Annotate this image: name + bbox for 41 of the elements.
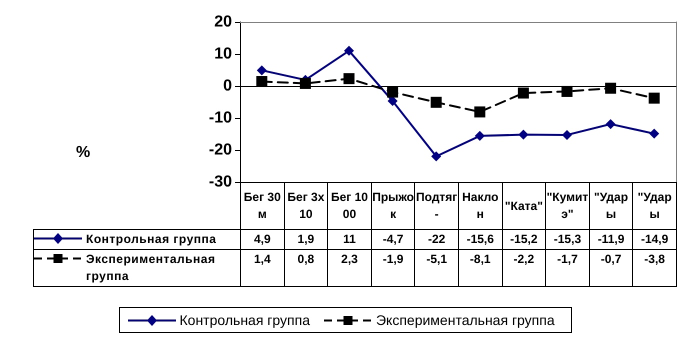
data-label: 4,9 <box>240 230 284 250</box>
data-label: 1,4 <box>240 250 284 286</box>
data-label: -14,9 <box>632 230 676 250</box>
x-tick-label: "Кумитэ" <box>546 182 590 230</box>
x-tick-label: Бег 1000 <box>328 182 372 230</box>
data-label: -0,7 <box>589 250 633 286</box>
x-tick-label: Бег 3х10 <box>284 182 328 230</box>
y-tick-label: -10 <box>208 110 232 126</box>
x-tick-label: Подтяг- <box>414 182 458 230</box>
data-label: 11 <box>328 230 372 250</box>
data-label: -15,2 <box>502 230 546 250</box>
data-label: -1,9 <box>371 250 415 286</box>
data-label: 0,8 <box>284 250 328 286</box>
text: Экспериментальная группа <box>376 312 555 328</box>
data-label: -11,9 <box>589 230 633 250</box>
x-tick-label: "Удары <box>589 182 633 230</box>
data-label: -15,3 <box>546 230 590 250</box>
x-tick-label: "Ката" <box>502 182 546 230</box>
data-label: -4,7 <box>371 230 415 250</box>
data-label: 1,9 <box>284 230 328 250</box>
y-tick-label: -30 <box>208 174 232 190</box>
text: Контрольная группа <box>180 312 310 328</box>
y-tick-label: 0 <box>223 78 232 94</box>
data-label: -2,2 <box>502 250 546 286</box>
y-tick-label: -20 <box>208 142 232 158</box>
data-label: -1,7 <box>546 250 590 286</box>
data-label: -5,1 <box>414 250 458 286</box>
x-tick-label: "Удары <box>632 182 676 230</box>
data-label: -15,6 <box>458 230 502 250</box>
y-tick-label: 20 <box>214 14 232 30</box>
data-label: -8,1 <box>458 250 502 286</box>
data-label: -22 <box>414 230 458 250</box>
legend-label: Контрольная группа <box>86 231 216 248</box>
y-tick-label: 10 <box>214 46 232 62</box>
x-tick-label: Наклон <box>458 182 502 230</box>
data-label: -3,8 <box>632 250 676 286</box>
x-tick-label: Бег 30м <box>240 182 284 230</box>
legend-label: Экспериментальная группа <box>86 251 216 285</box>
data-label: 2,3 <box>328 250 372 286</box>
x-tick-label: Прыжок <box>371 182 415 230</box>
text: % <box>76 144 90 162</box>
